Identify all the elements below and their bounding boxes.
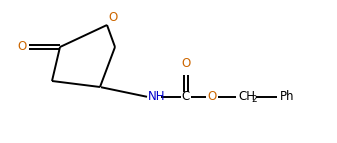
Text: O: O: [108, 11, 117, 24]
Text: CH: CH: [238, 91, 255, 104]
Text: NH: NH: [148, 91, 165, 104]
Text: O: O: [18, 40, 27, 53]
Text: 2: 2: [251, 95, 256, 104]
Text: Ph: Ph: [280, 91, 295, 104]
Text: O: O: [181, 57, 191, 70]
Text: O: O: [207, 91, 217, 104]
Text: C: C: [182, 91, 190, 104]
